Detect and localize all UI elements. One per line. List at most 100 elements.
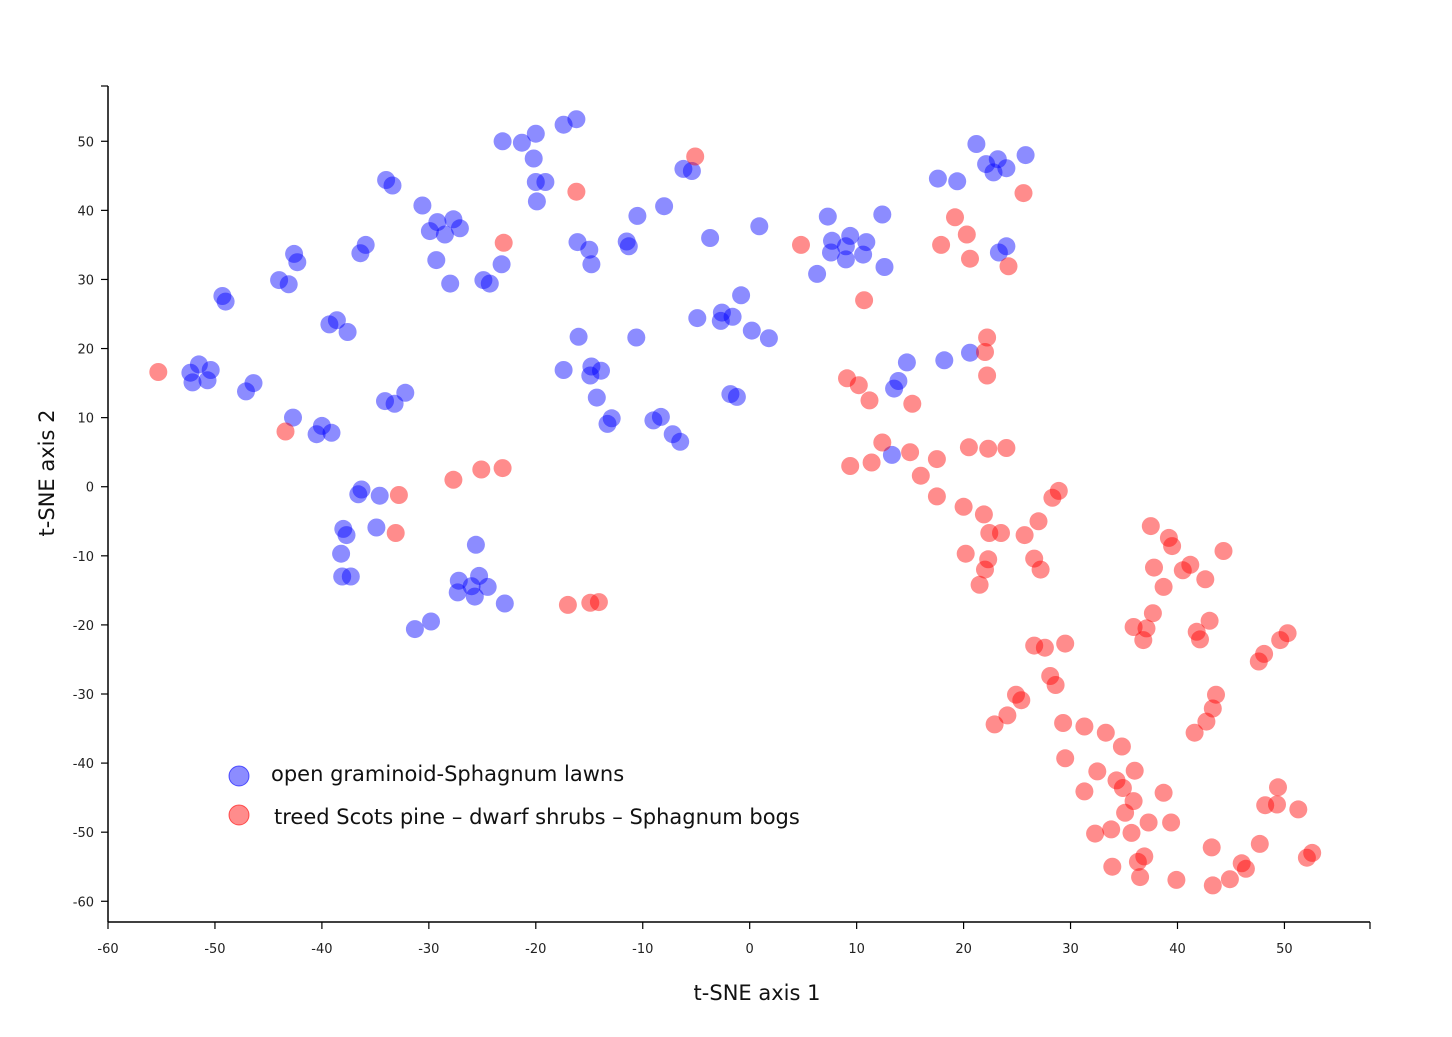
data-point bbox=[435, 225, 454, 244]
data-point bbox=[901, 443, 920, 462]
data-point bbox=[1269, 778, 1287, 797]
data-point bbox=[201, 361, 220, 379]
data-point bbox=[270, 271, 289, 290]
x-axis: -60 -50 -40 -30 -20 -10 0 10 20 30 40 50 bbox=[97, 921, 1371, 957]
data-point bbox=[1125, 761, 1144, 780]
x-tick-label: 10 bbox=[848, 942, 865, 957]
y-tick-label: 40 bbox=[77, 204, 94, 219]
data-point bbox=[732, 286, 751, 305]
data-point bbox=[1012, 691, 1031, 710]
data-point bbox=[808, 264, 827, 283]
data-point bbox=[582, 357, 601, 376]
legend-marker-2 bbox=[228, 804, 250, 826]
data-point bbox=[322, 423, 341, 442]
data-point bbox=[554, 361, 573, 379]
data-point bbox=[1154, 577, 1173, 596]
data-point bbox=[823, 231, 841, 250]
data-point bbox=[527, 192, 546, 211]
data-point bbox=[978, 328, 997, 347]
data-point bbox=[567, 182, 586, 201]
data-point bbox=[1181, 555, 1200, 574]
data-point bbox=[1191, 630, 1209, 649]
data-point bbox=[333, 567, 352, 586]
data-point bbox=[1135, 847, 1154, 866]
data-point bbox=[181, 363, 200, 382]
data-point bbox=[581, 366, 600, 385]
data-point bbox=[602, 409, 621, 428]
data-point bbox=[377, 171, 396, 189]
data-point bbox=[911, 466, 930, 485]
data-point bbox=[1029, 512, 1048, 531]
data-point bbox=[413, 196, 432, 215]
data-point bbox=[1043, 488, 1062, 507]
x-tick-label: 0 bbox=[746, 942, 754, 957]
data-point bbox=[1185, 723, 1204, 742]
data-point bbox=[587, 388, 606, 407]
data-point bbox=[619, 237, 638, 256]
data-point bbox=[567, 110, 586, 129]
data-point bbox=[480, 274, 499, 293]
data-point bbox=[957, 225, 976, 244]
data-point bbox=[367, 518, 386, 537]
data-point bbox=[1056, 634, 1075, 653]
data-point bbox=[1016, 146, 1035, 165]
data-point bbox=[1200, 611, 1219, 630]
data-point bbox=[978, 366, 997, 385]
data-point bbox=[474, 271, 493, 290]
data-point bbox=[1141, 517, 1160, 536]
y-tick-label: 50 bbox=[77, 135, 94, 150]
x-axis-title: t-SNE axis 1 bbox=[694, 981, 821, 1005]
data-point bbox=[889, 372, 908, 390]
data-point bbox=[1249, 652, 1268, 671]
data-point bbox=[1202, 838, 1221, 857]
data-point bbox=[422, 612, 440, 631]
data-point bbox=[1162, 813, 1181, 832]
data-point bbox=[320, 315, 339, 334]
data-point bbox=[1303, 843, 1322, 862]
data-point bbox=[1086, 824, 1105, 843]
data-point bbox=[327, 311, 346, 330]
data-point bbox=[465, 587, 484, 606]
data-point bbox=[682, 162, 701, 180]
data-point bbox=[1278, 624, 1297, 643]
data-point bbox=[1271, 631, 1290, 650]
data-point bbox=[1289, 800, 1308, 819]
data-point bbox=[183, 373, 202, 392]
data-point bbox=[954, 497, 973, 516]
data-point bbox=[1075, 782, 1094, 801]
data-point bbox=[992, 524, 1010, 542]
data-point bbox=[1103, 857, 1122, 876]
data-point bbox=[655, 197, 674, 216]
data-point bbox=[663, 425, 682, 444]
data-point bbox=[1255, 644, 1274, 663]
data-point bbox=[512, 133, 531, 152]
data-point bbox=[472, 460, 491, 479]
data-point bbox=[750, 217, 769, 236]
data-point bbox=[450, 219, 469, 238]
data-point bbox=[1250, 834, 1269, 853]
data-point bbox=[582, 255, 601, 274]
data-point bbox=[1268, 795, 1286, 814]
data-point bbox=[598, 414, 617, 433]
data-point bbox=[526, 124, 545, 143]
data-point bbox=[448, 583, 467, 602]
x-tick-label: 20 bbox=[955, 942, 972, 957]
data-point bbox=[759, 329, 778, 348]
data-point bbox=[405, 620, 424, 639]
data-point bbox=[984, 163, 1003, 182]
data-point bbox=[628, 206, 647, 225]
data-point bbox=[288, 253, 307, 272]
data-point bbox=[1056, 749, 1075, 768]
data-point bbox=[370, 486, 389, 505]
data-point bbox=[627, 328, 646, 347]
data-point bbox=[979, 550, 998, 569]
data-point bbox=[1107, 771, 1126, 790]
plot-area bbox=[149, 110, 1322, 895]
data-point bbox=[1025, 636, 1044, 655]
y-axis: -60 -50 -40 -30 -20 -10 0 10 20 30 40 50 bbox=[73, 85, 109, 922]
data-point bbox=[841, 457, 860, 475]
data-point bbox=[1214, 542, 1233, 560]
data-point bbox=[1203, 699, 1222, 718]
data-point bbox=[674, 159, 693, 178]
data-point bbox=[997, 439, 1016, 457]
